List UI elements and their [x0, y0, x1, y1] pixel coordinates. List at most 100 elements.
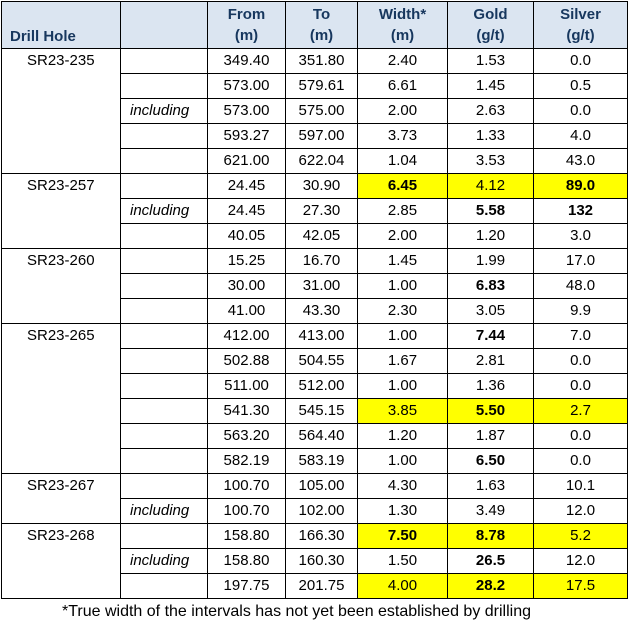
header-from-unit: (m)	[234, 27, 259, 44]
header-drill-hole: Drill Hole	[1, 1, 121, 49]
interval-qualifier: including	[120, 498, 208, 524]
silver-cell: 9.9	[533, 298, 628, 324]
footnote: *True width of the intervals has not yet…	[62, 603, 532, 620]
header-to: To (m)	[285, 1, 358, 49]
gold-cell: 3.53	[447, 148, 534, 174]
table-row: SR23-267 100.70 105.00 4.30 1.63 10.1	[1, 473, 628, 524]
gold-cell: 2.81	[447, 348, 534, 374]
silver-cell: 12.0	[533, 548, 628, 574]
to-cell: 16.70	[285, 248, 358, 274]
from-cell: 158.80	[207, 523, 286, 549]
to-cell: 575.00	[285, 98, 358, 124]
silver-cell: 89.0	[533, 173, 628, 199]
header-width: Width* (m)	[357, 1, 448, 49]
to-cell: 504.55	[285, 348, 358, 374]
silver-cell: 132	[533, 198, 628, 224]
to-cell: 30.90	[285, 173, 358, 199]
silver-cell: 17.5	[533, 573, 628, 599]
from-cell: 24.45	[207, 173, 286, 199]
gold-cell: 6.50	[447, 448, 534, 474]
silver-cell: 5.2	[533, 523, 628, 549]
gold-cell: 1.20	[447, 223, 534, 249]
silver-cell: 0.0	[533, 48, 628, 74]
from-cell: 349.40	[207, 48, 286, 74]
interval-qualifier	[120, 73, 208, 99]
width-cell: 2.40	[357, 48, 448, 74]
silver-cell: 0.0	[533, 423, 628, 449]
to-cell: 43.30	[285, 298, 358, 324]
header-silver-unit: (g/t)	[566, 27, 595, 44]
table-row: including 24.45 27.30 2.85 5.58 132	[2, 198, 628, 224]
drill-hole-id: SR23-265	[1, 323, 121, 474]
width-cell: 1.00	[357, 323, 448, 349]
gold-cell: 1.87	[447, 423, 534, 449]
silver-cell: 3.0	[533, 223, 628, 249]
width-cell: 3.73	[357, 123, 448, 149]
gold-cell: 1.33	[447, 123, 534, 149]
gold-cell: 5.50	[447, 398, 534, 424]
gold-cell: 8.78	[447, 523, 534, 549]
width-cell: 2.00	[357, 98, 448, 124]
from-cell: 541.30	[207, 398, 286, 424]
header-width-label: Width*	[378, 6, 427, 23]
interval-qualifier	[120, 373, 208, 399]
gold-cell: 4.12	[447, 173, 534, 199]
interval-qualifier	[120, 523, 208, 549]
drill-hole-id: SR23-268	[1, 523, 121, 599]
interval-qualifier	[120, 423, 208, 449]
gold-cell: 3.49	[447, 498, 534, 524]
width-cell: 6.45	[357, 173, 448, 199]
table-row: including 100.70 102.00 1.30 3.49 12.0	[2, 498, 628, 524]
width-cell: 1.45	[357, 248, 448, 274]
interval-qualifier	[120, 123, 208, 149]
to-cell: 105.00	[285, 473, 358, 499]
interval-qualifier	[120, 223, 208, 249]
from-cell: 573.00	[207, 73, 286, 99]
silver-cell: 4.0	[533, 123, 628, 149]
width-cell: 1.00	[357, 373, 448, 399]
width-cell: 4.30	[357, 473, 448, 499]
gold-cell: 28.2	[447, 573, 534, 599]
from-cell: 41.00	[207, 298, 286, 324]
silver-cell: 0.5	[533, 73, 628, 99]
to-cell: 160.30	[285, 548, 358, 574]
silver-cell: 7.0	[533, 323, 628, 349]
width-cell: 1.04	[357, 148, 448, 174]
gold-cell: 2.63	[447, 98, 534, 124]
silver-cell: 12.0	[533, 498, 628, 524]
header-gold: Gold (g/t)	[447, 1, 534, 49]
table-row: SR23-235 349.40 351.80 2.40 1.53 0.0	[1, 48, 628, 174]
interval-qualifier	[120, 273, 208, 299]
width-cell: 2.85	[357, 198, 448, 224]
to-cell: 42.05	[285, 223, 358, 249]
silver-cell: 17.0	[533, 248, 628, 274]
interval-qualifier	[120, 298, 208, 324]
width-cell: 4.00	[357, 573, 448, 599]
from-cell: 30.00	[207, 273, 286, 299]
interval-qualifier	[120, 448, 208, 474]
width-cell: 1.67	[357, 348, 448, 374]
table-row: 621.00 622.04 1.04 3.53 43.0	[2, 148, 628, 174]
from-cell: 593.27	[207, 123, 286, 149]
from-cell: 563.20	[207, 423, 286, 449]
drill-hole-id: SR23-267	[1, 473, 121, 524]
table-row: including 573.00 575.00 2.00 2.63 0.0	[2, 98, 628, 124]
gold-cell: 1.45	[447, 73, 534, 99]
gold-cell: 1.63	[447, 473, 534, 499]
silver-cell: 48.0	[533, 273, 628, 299]
from-cell: 40.05	[207, 223, 286, 249]
silver-cell: 10.1	[533, 473, 628, 499]
width-cell: 1.50	[357, 548, 448, 574]
to-cell: 31.00	[285, 273, 358, 299]
gold-cell: 6.83	[447, 273, 534, 299]
table-row: SR23-265 412.00 413.00 1.00 7.44 7.0	[1, 323, 628, 474]
header-gold-label: Gold	[473, 6, 508, 23]
to-cell: 545.15	[285, 398, 358, 424]
silver-cell: 0.0	[533, 448, 628, 474]
header-gold-unit: (g/t)	[476, 27, 505, 44]
gold-cell: 1.99	[447, 248, 534, 274]
table-row: 197.75 201.75 4.00 28.2 17.5	[2, 573, 628, 599]
interval-qualifier	[120, 323, 208, 349]
to-cell: 102.00	[285, 498, 358, 524]
to-cell: 597.00	[285, 123, 358, 149]
